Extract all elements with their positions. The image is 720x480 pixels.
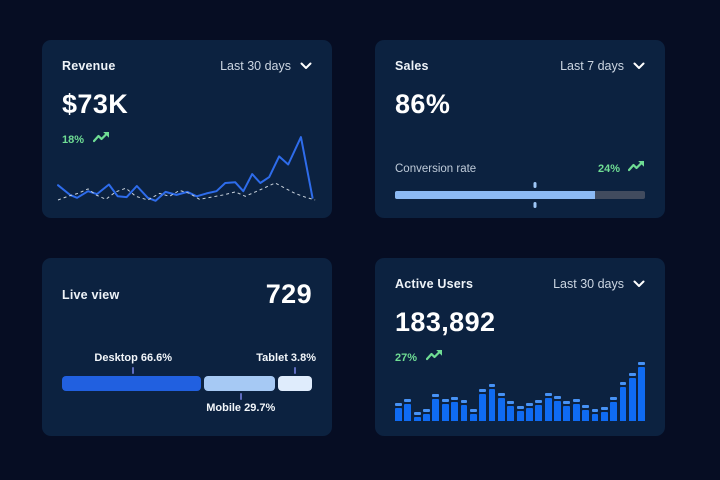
chevron-down-icon — [633, 280, 645, 288]
segment-label-desktop: Desktop 66.6% — [94, 352, 173, 364]
bar — [591, 408, 599, 421]
conversion-rate-label: Conversion rate — [395, 163, 477, 175]
segment-labels-bottom: Mobile 29.7% — [62, 401, 312, 415]
segment-tick-mobile — [239, 393, 242, 400]
trending-up-icon — [627, 160, 645, 178]
bar — [628, 373, 636, 421]
chevron-down-icon — [300, 62, 312, 70]
active-users-bar-chart — [395, 361, 646, 421]
segment-label-tablet: Tablet 3.8% — [256, 352, 316, 364]
bar — [619, 382, 627, 421]
progress-marker-top — [533, 182, 537, 188]
sales-range-dropdown[interactable]: Last 7 days — [560, 59, 645, 73]
progress-marker-bottom — [533, 202, 537, 208]
sales-value: 86% — [395, 89, 451, 119]
active-users-value: 183,892 — [395, 307, 496, 337]
bar — [544, 392, 552, 421]
live-view-value: 729 — [265, 279, 312, 309]
bar — [423, 408, 430, 421]
sales-title: Sales — [395, 59, 429, 73]
line-series-previous — [58, 183, 315, 200]
revenue-line-chart — [58, 129, 319, 203]
trending-up-icon — [425, 349, 443, 367]
bar — [638, 362, 646, 421]
revenue-title: Revenue — [62, 59, 116, 73]
active-users-card: Active Users Last 30 days 183,892 27% — [375, 258, 665, 436]
live-view-card: Live view 729 Desktop 66.6% Tablet 3.8% M… — [42, 258, 332, 436]
trending-up-icon — [92, 131, 110, 149]
sales-range-label: Last 7 days — [560, 59, 624, 73]
active-users-range-dropdown[interactable]: Last 30 days — [553, 277, 645, 291]
bar — [451, 396, 459, 421]
bar — [610, 396, 618, 421]
live-view-title: Live view — [62, 287, 120, 302]
sales-delta: 24% — [598, 160, 645, 178]
segment-tablet — [277, 376, 312, 391]
conversion-rate-row: Conversion rate 24% — [395, 160, 645, 178]
bar — [554, 395, 561, 421]
progress-fill — [395, 191, 595, 199]
segment-ticks-bottom — [62, 392, 312, 401]
bar — [507, 400, 515, 421]
revenue-range-label: Last 30 days — [220, 59, 291, 73]
bar — [441, 398, 449, 421]
segment-tick-tablet — [293, 367, 296, 374]
segment-tick-desktop — [132, 367, 135, 374]
bar — [600, 406, 608, 421]
bar — [479, 388, 487, 421]
active-users-range-label: Last 30 days — [553, 277, 624, 291]
chevron-down-icon — [633, 62, 645, 70]
bar — [497, 392, 505, 421]
active-users-delta: 27% — [395, 349, 645, 367]
revenue-card-header: Revenue Last 30 days — [62, 57, 312, 75]
stacked-bar — [62, 376, 312, 391]
bar — [432, 394, 440, 421]
segment-label-mobile: Mobile 29.7% — [206, 402, 276, 414]
bar — [516, 405, 524, 421]
segment-ticks-top — [62, 366, 312, 375]
revenue-range-dropdown[interactable]: Last 30 days — [220, 59, 312, 73]
bar — [469, 408, 477, 421]
bar — [488, 384, 496, 421]
bar — [413, 411, 421, 421]
device-breakdown-chart: Desktop 66.6% Tablet 3.8% Mobile 29.7% — [62, 352, 316, 415]
segment-desktop — [62, 376, 202, 391]
segment-mobile — [204, 376, 275, 391]
bar — [582, 404, 590, 421]
live-view-header: Live view 729 — [62, 279, 312, 310]
sales-card: Sales Last 7 days 86% Conversion rate 24… — [375, 40, 665, 218]
bar — [404, 398, 412, 421]
bar — [563, 400, 571, 421]
bar — [526, 402, 533, 421]
revenue-value: $73K — [62, 89, 129, 119]
active-users-title: Active Users — [395, 277, 474, 291]
sales-card-header: Sales Last 7 days — [395, 57, 645, 75]
active-users-card-header: Active Users Last 30 days — [395, 275, 645, 293]
conversion-progress-bar — [395, 182, 645, 208]
sales-conversion-block: Conversion rate 24% — [395, 160, 645, 208]
sales-delta-text: 24% — [597, 163, 620, 175]
active-users-delta-text: 27% — [395, 352, 418, 364]
bar — [572, 398, 580, 421]
line-series-current — [58, 137, 313, 201]
bar — [395, 402, 402, 421]
bar — [535, 399, 543, 421]
revenue-card: Revenue Last 30 days $73K 18% — [42, 40, 332, 218]
segment-labels-top: Desktop 66.6% Tablet 3.8% — [62, 352, 316, 366]
revenue-delta: 18% — [62, 131, 312, 149]
revenue-delta-text: 18% — [62, 134, 85, 146]
bar — [460, 399, 468, 421]
